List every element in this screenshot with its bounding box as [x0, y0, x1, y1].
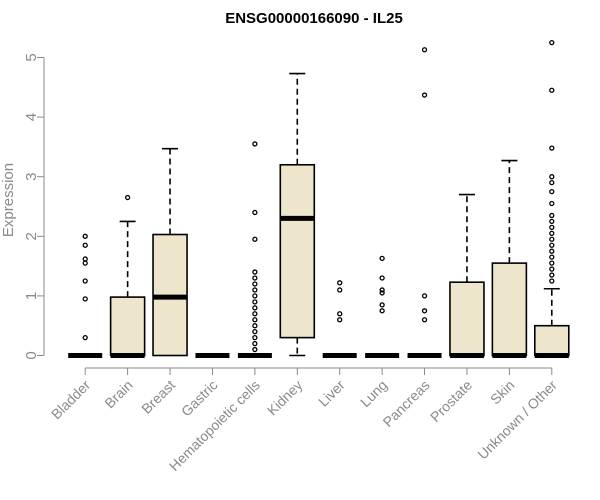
outlier-point	[549, 200, 555, 207]
x-tick-label: Kidney	[264, 377, 306, 419]
outlier-point	[82, 260, 88, 266]
outlier-point	[252, 269, 258, 275]
outlier-point	[252, 287, 258, 293]
box-hematopoietic-cells	[237, 141, 272, 358]
box-brain	[109, 194, 146, 358]
outlier-point	[82, 233, 88, 239]
outlier-point	[549, 212, 555, 219]
outlier-point	[549, 218, 555, 225]
outlier-point	[549, 242, 555, 248]
y-tick-label: 1	[23, 292, 40, 300]
box-kidney	[279, 72, 316, 357]
outlier-point	[549, 174, 555, 180]
outlier-point	[421, 308, 428, 314]
outlier-point	[549, 180, 555, 186]
iqr-box	[533, 324, 570, 357]
outlier-point	[421, 293, 428, 299]
outlier-point	[379, 308, 385, 314]
outlier-point	[252, 311, 258, 317]
box-lung	[365, 255, 400, 358]
outlier-point	[252, 340, 258, 347]
outlier-point	[379, 275, 385, 281]
outlier-point	[549, 230, 555, 236]
outlier-point	[549, 236, 555, 242]
outlier-point	[421, 317, 428, 323]
x-tick-label: Bladder	[48, 377, 94, 423]
outlier-point	[549, 260, 555, 266]
outlier-point	[549, 278, 555, 284]
outlier-point	[337, 317, 343, 323]
outlier-point	[549, 224, 555, 231]
outlier-point	[82, 334, 88, 341]
x-tick-label: Breast	[138, 377, 178, 417]
outlier-point	[549, 266, 555, 272]
outlier-point	[421, 47, 428, 53]
y-tick-label: 3	[23, 173, 40, 181]
outlier-point	[252, 329, 258, 335]
box-skin	[491, 159, 528, 358]
outlier-point	[82, 242, 88, 248]
outlier-point	[252, 323, 258, 329]
outlier-point	[252, 275, 258, 281]
outlier-point	[252, 141, 258, 147]
outlier-point	[124, 194, 131, 201]
outlier-point	[549, 87, 555, 93]
outlier-point	[549, 248, 555, 254]
outlier-point	[421, 92, 428, 98]
outlier-point	[379, 302, 385, 308]
y-tick-label: 0	[23, 351, 40, 359]
iqr-box	[279, 163, 316, 339]
x-tick-label: Pancreas	[380, 377, 433, 430]
outlier-point	[337, 311, 343, 317]
x-tick-label: Lung	[357, 377, 390, 410]
outlier-point	[252, 334, 258, 341]
x-tick-label: Brain	[101, 377, 135, 411]
iqr-box	[491, 262, 528, 357]
outlier-point	[252, 293, 258, 299]
outlier-point	[337, 287, 343, 293]
outlier-point	[252, 299, 258, 305]
outlier-point	[252, 305, 258, 311]
outlier-point	[549, 145, 555, 151]
outlier-point	[549, 254, 555, 260]
outlier-point	[379, 287, 385, 293]
outlier-point	[82, 256, 88, 262]
outlier-point	[252, 236, 258, 242]
box-bladder	[68, 233, 103, 358]
outlier-point	[252, 281, 258, 287]
y-tick-label: 5	[23, 53, 40, 61]
y-tick-label: 2	[23, 232, 40, 240]
outlier-point	[252, 346, 258, 353]
x-tick-label: Skin	[487, 377, 518, 408]
outlier-point	[549, 39, 555, 46]
x-tick-label: Prostate	[427, 377, 475, 425]
box-prostate	[449, 193, 485, 358]
outlier-point	[82, 296, 88, 302]
outlier-point	[379, 255, 385, 262]
outlier-point	[549, 272, 555, 278]
box-liver	[322, 280, 357, 358]
box-breast	[152, 147, 188, 357]
chart-title: ENSG00000166090 - IL25	[225, 10, 403, 27]
boxes-group	[68, 39, 570, 358]
outlier-point	[82, 278, 88, 284]
iqr-box	[109, 296, 146, 357]
box-pancreas	[407, 47, 442, 358]
y-axis-label: Expression	[0, 163, 17, 237]
outlier-point	[252, 317, 258, 323]
outlier-point	[252, 209, 258, 216]
y-axis: 0 1 2 3 4 5	[23, 53, 45, 360]
outlier-point	[379, 290, 385, 296]
x-tick-label: Liver	[315, 377, 348, 410]
x-tick-label: Unknown / Other	[474, 377, 560, 463]
y-tick-label: 4	[23, 113, 40, 121]
box-unknown-other	[533, 39, 570, 358]
iqr-box	[449, 281, 485, 357]
outlier-point	[337, 280, 343, 286]
outlier-point	[549, 188, 555, 195]
